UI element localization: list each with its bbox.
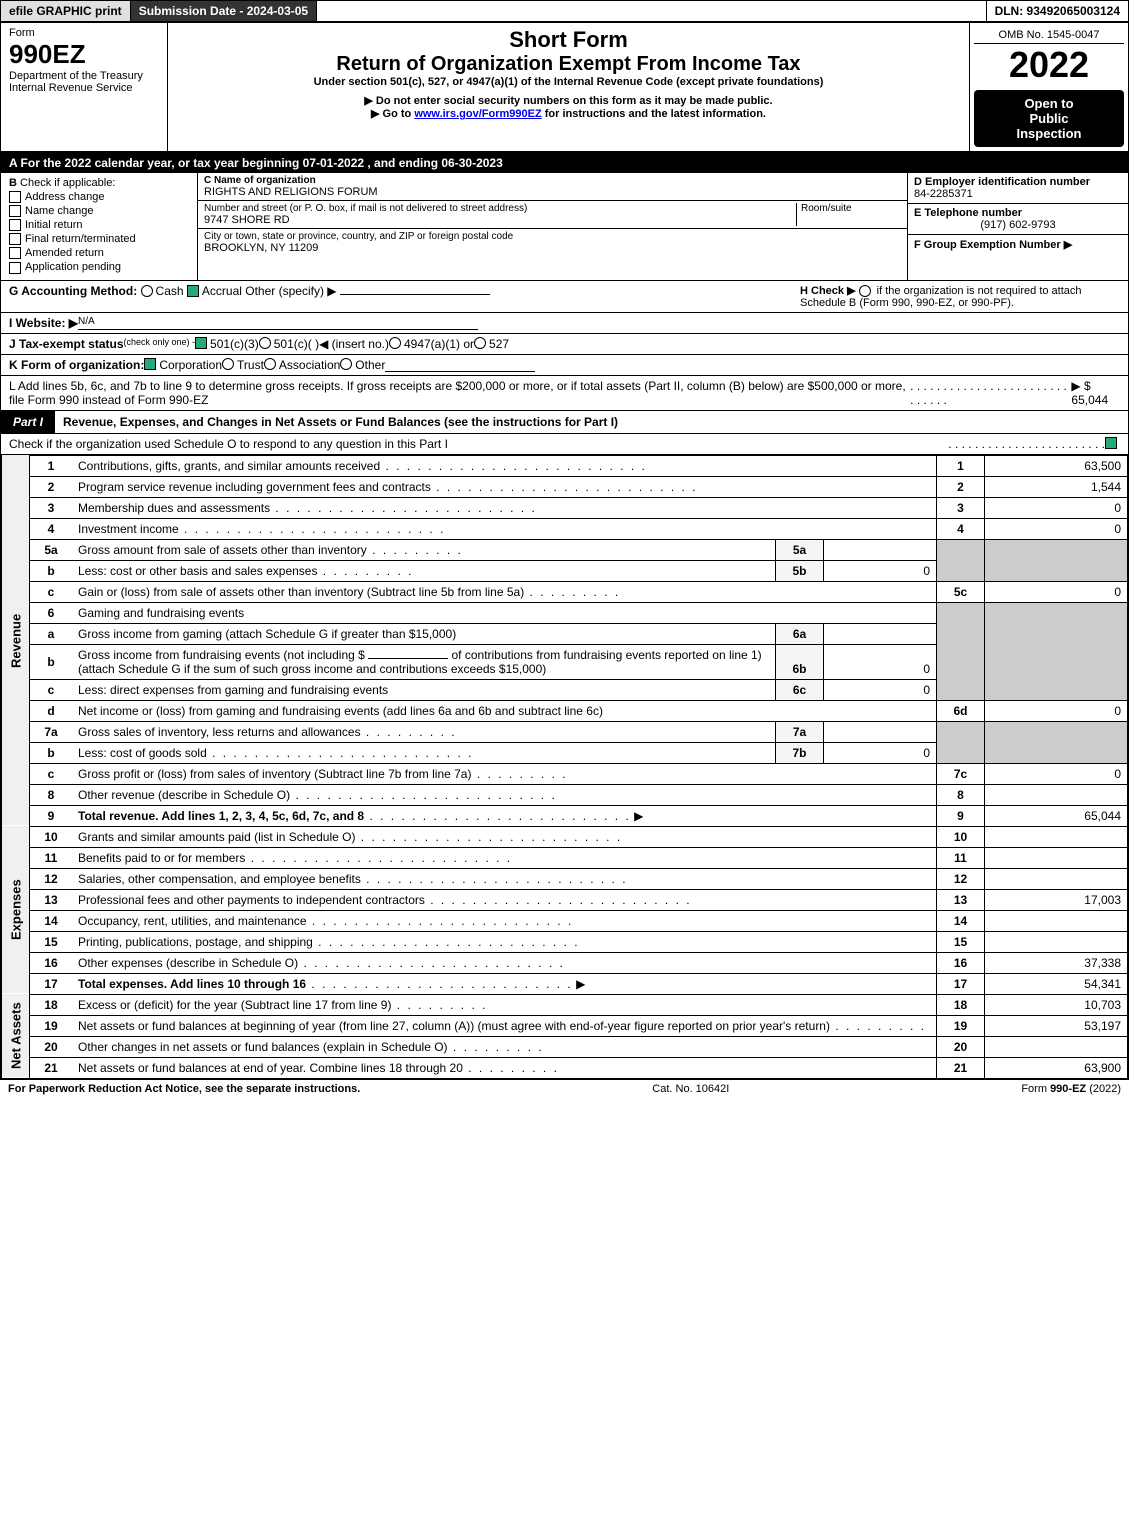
radio-4947[interactable] (389, 337, 401, 349)
checkbox-amended-return[interactable] (9, 247, 21, 259)
radio-other[interactable] (340, 358, 352, 370)
section-j-tax-status: J Tax-exempt status (check only one) - 5… (1, 334, 1128, 355)
line-4-value: 0 (985, 518, 1128, 539)
line-13-value: 17,003 (985, 889, 1128, 910)
part-1-label: Part I (1, 411, 55, 433)
line-5c-value: 0 (985, 581, 1128, 602)
org-name: RIGHTS AND RELIGIONS FORUM (204, 186, 901, 198)
radio-trust[interactable] (222, 358, 234, 370)
line-6b-value: 0 (824, 645, 937, 679)
phone-value: (917) 602-9793 (914, 219, 1122, 231)
radio-corporation[interactable] (144, 358, 156, 370)
form-number: 990EZ (9, 39, 159, 70)
header-left: Form 990EZ Department of the Treasury In… (1, 23, 168, 151)
section-b-checkboxes: B Check if applicable: Address change Na… (1, 173, 198, 280)
checkbox-schedule-o[interactable] (1105, 437, 1117, 449)
header-right: OMB No. 1545-0047 2022 Open to Public In… (969, 23, 1128, 151)
radio-cash[interactable] (141, 285, 153, 297)
line-1-value: 63,500 (985, 455, 1128, 476)
line-8-value (985, 784, 1128, 805)
section-c-org: C Name of organization RIGHTS AND RELIGI… (198, 173, 907, 280)
note-link: ▶ Go to www.irs.gov/Form990EZ for instru… (172, 107, 965, 120)
header-center: Short Form Return of Organization Exempt… (168, 23, 969, 151)
dln-number: DLN: 93492065003124 (986, 1, 1128, 21)
org-address: 9747 SHORE RD (204, 214, 796, 226)
submission-date: Submission Date - 2024-03-05 (131, 1, 317, 21)
omb-number: OMB No. 1545-0047 (974, 27, 1124, 44)
radio-501c3[interactable] (195, 337, 207, 349)
revenue-side-label: Revenue (2, 455, 30, 826)
group-exemption: F Group Exemption Number ▶ (914, 238, 1122, 251)
irs-link[interactable]: www.irs.gov/Form990EZ (414, 108, 541, 120)
checkbox-name-change[interactable] (9, 205, 21, 217)
line-18-value: 10,703 (985, 994, 1128, 1015)
radio-527[interactable] (474, 337, 486, 349)
line-9-value: 65,044 (985, 805, 1128, 826)
line-10-value (985, 826, 1128, 847)
section-l-gross-receipts: L Add lines 5b, 6c, and 7b to line 9 to … (1, 376, 1128, 411)
part-1-check-o: Check if the organization used Schedule … (1, 434, 1128, 455)
section-g-h: G Accounting Method: Cash Accrual Other … (1, 281, 1128, 313)
open-inspection-badge: Open to Public Inspection (974, 90, 1124, 147)
efile-print-button[interactable]: efile GRAPHIC print (1, 1, 131, 21)
form-title: Return of Organization Exempt From Incom… (172, 53, 965, 76)
line-3-value: 0 (985, 497, 1128, 518)
top-bar: efile GRAPHIC print Submission Date - 20… (1, 1, 1128, 23)
footer-form-ref: Form 990-EZ (2022) (1021, 1083, 1121, 1095)
line-5b-value: 0 (824, 561, 937, 581)
irs-label: Internal Revenue Service (9, 82, 159, 94)
gross-receipts-value: ▶ $ 65,044 (1071, 379, 1120, 407)
part-1-header: Part I Revenue, Expenses, and Changes in… (1, 411, 1128, 434)
org-info-block: B Check if applicable: Address change Na… (1, 173, 1128, 281)
line-7c-value: 0 (985, 763, 1128, 784)
form-header: Form 990EZ Department of the Treasury In… (1, 23, 1128, 153)
form-subtitle: Under section 501(c), 527, or 4947(a)(1)… (172, 76, 965, 88)
section-i-website: I Website: ▶ N/A (1, 313, 1128, 334)
line-6d-value: 0 (985, 700, 1128, 721)
line-16-value: 37,338 (985, 952, 1128, 973)
part-1-title: Revenue, Expenses, and Changes in Net As… (55, 411, 1128, 433)
tax-year: 2022 (974, 44, 1124, 86)
radio-accrual[interactable] (187, 285, 199, 297)
page-footer: For Paperwork Reduction Act Notice, see … (0, 1080, 1129, 1098)
org-city: BROOKLYN, NY 11209 (204, 242, 901, 254)
section-def: D Employer identification number 84-2285… (907, 173, 1128, 280)
line-6c-value: 0 (824, 680, 937, 700)
radio-association[interactable] (264, 358, 276, 370)
line-a-tax-year: A For the 2022 calendar year, or tax yea… (1, 153, 1128, 173)
ein-value: 84-2285371 (914, 188, 1122, 200)
dept-treasury: Department of the Treasury (9, 70, 159, 82)
line-17-value: 54,341 (985, 973, 1128, 994)
footer-notice: For Paperwork Reduction Act Notice, see … (8, 1083, 360, 1095)
line-19-value: 53,197 (985, 1015, 1128, 1036)
short-form-title: Short Form (172, 27, 965, 53)
checkbox-address-change[interactable] (9, 191, 21, 203)
expenses-side-label: Expenses (2, 826, 30, 994)
radio-501c[interactable] (259, 337, 271, 349)
checkbox-schedule-b[interactable] (859, 285, 871, 297)
net-assets-side-label: Net Assets (2, 994, 30, 1078)
checkbox-final-return[interactable] (9, 233, 21, 245)
footer-cat-no: Cat. No. 10642I (652, 1083, 729, 1095)
section-k-form-org: K Form of organization: Corporation Trus… (1, 355, 1128, 376)
website-value: N/A (78, 316, 478, 330)
form-container: efile GRAPHIC print Submission Date - 20… (0, 0, 1129, 1080)
line-7b-value: 0 (824, 743, 937, 763)
form-label: Form (9, 27, 159, 39)
checkbox-application-pending[interactable] (9, 262, 21, 274)
part-1-table: Revenue 1 Contributions, gifts, grants, … (1, 455, 1128, 1079)
checkbox-initial-return[interactable] (9, 219, 21, 231)
line-2-value: 1,544 (985, 476, 1128, 497)
note-ssn: ▶ Do not enter social security numbers o… (172, 94, 965, 107)
line-21-value: 63,900 (985, 1057, 1128, 1078)
